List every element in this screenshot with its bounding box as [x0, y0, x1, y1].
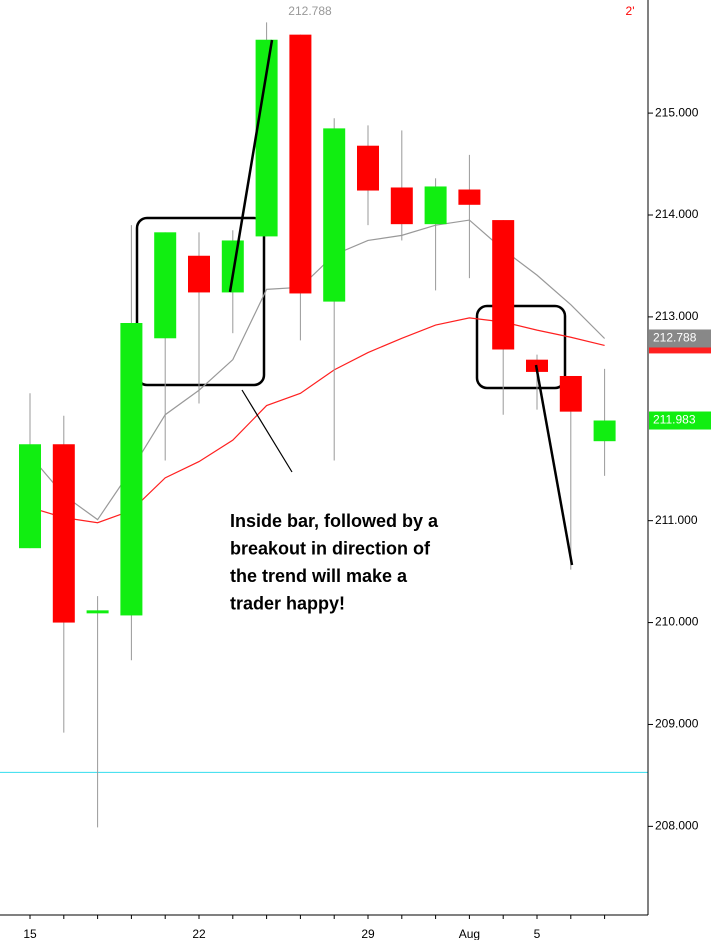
candle-body	[52, 444, 75, 623]
price-label: 212.788	[653, 331, 697, 345]
top-label: 2'	[626, 4, 635, 18]
candle-body	[221, 240, 244, 293]
x-tick-label: Aug	[459, 927, 480, 940]
candle-body	[559, 375, 582, 412]
candle-body	[255, 39, 278, 237]
annotation-line	[228, 39, 274, 293]
candle-body	[154, 232, 177, 339]
candle-body	[323, 128, 346, 302]
candle-body	[593, 420, 616, 442]
price-label-box	[649, 329, 711, 348]
y-tick-label: 215.000	[655, 105, 699, 119]
x-tick-label: 5	[534, 927, 541, 940]
candle-body	[390, 187, 413, 225]
x-tick-label: 29	[361, 927, 375, 940]
candle-body	[19, 444, 41, 549]
highlight-box	[475, 304, 567, 390]
y-tick-label: 213.000	[655, 309, 699, 323]
candle-body	[86, 610, 109, 614]
candle-body	[120, 323, 143, 616]
price-label-box	[649, 411, 711, 430]
y-tick-label: 211.000	[655, 513, 698, 527]
y-tick-label: 208.000	[655, 819, 699, 833]
annotation-line	[241, 389, 293, 473]
annotation-text: Inside bar, followed by a	[230, 511, 439, 531]
annotation-text: the trend will make a	[230, 566, 408, 586]
candle-body	[424, 186, 447, 225]
highlight-box	[135, 216, 266, 387]
annotation-text: breakout in direction of	[230, 538, 431, 558]
x-tick-label: 22	[192, 927, 206, 940]
moving-average	[29, 219, 606, 521]
annotation-text: trader happy!	[230, 593, 345, 613]
y-tick-label: 214.000	[655, 207, 699, 221]
x-tick-label: 15	[23, 927, 37, 940]
price-label: 211.983	[653, 413, 696, 427]
candle-body	[289, 34, 312, 294]
top-label: 212.788	[288, 4, 332, 18]
y-tick-label: 210.000	[655, 615, 699, 629]
candle-body	[458, 189, 481, 205]
candle-body	[357, 145, 379, 191]
y-tick-label: 209.000	[655, 717, 699, 731]
candle-body	[188, 255, 210, 293]
annotation-line	[534, 364, 574, 566]
candle-body	[492, 220, 515, 350]
